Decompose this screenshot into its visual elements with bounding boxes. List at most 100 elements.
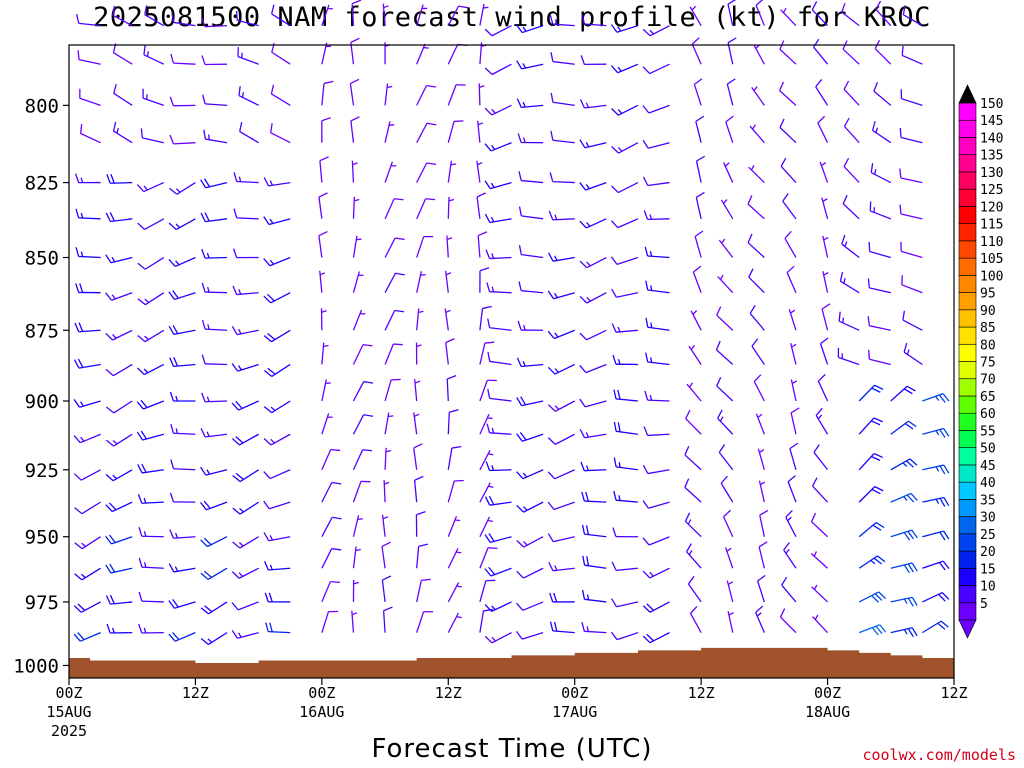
wind-barb	[727, 610, 734, 633]
wind-barb	[858, 486, 884, 503]
wind-barb	[352, 546, 361, 569]
colorbar-segment	[958, 154, 977, 173]
wind-barb	[718, 238, 734, 258]
wind-barb	[642, 176, 670, 187]
wind-barb	[74, 173, 101, 184]
wind-barb	[858, 624, 887, 636]
wind-barb	[446, 374, 457, 402]
wind-barb	[720, 475, 734, 503]
wind-barb	[203, 129, 228, 144]
wind-barb	[352, 309, 366, 331]
colorbar-segment	[958, 223, 977, 242]
wind-barb	[726, 78, 736, 106]
wind-barb	[689, 605, 702, 633]
x-tick-date: 17AUG	[552, 703, 597, 721]
wind-barb	[200, 601, 228, 615]
colorbar-segment	[958, 447, 977, 466]
wind-barb	[890, 529, 918, 541]
wind-barb	[352, 480, 371, 503]
wind-barb	[922, 530, 950, 541]
wind-barb	[168, 218, 196, 231]
wind-barb	[789, 442, 799, 470]
wind-barb	[516, 60, 544, 70]
wind-barb	[902, 5, 923, 27]
colorbar-segment	[958, 309, 977, 328]
wind-barb	[725, 115, 734, 143]
wind-barb	[644, 390, 670, 402]
wind-barb	[112, 121, 133, 144]
wind-barb	[321, 4, 333, 26]
speed-colorbar: 1501451401351301251201151101051009590858…	[958, 84, 1003, 639]
wind-barb	[516, 98, 544, 108]
wind-barb	[105, 363, 133, 377]
wind-barb	[643, 210, 670, 221]
x-axis-label: Forecast Time (UTC)	[371, 734, 653, 764]
wind-barb	[382, 3, 389, 26]
wind-barb	[447, 548, 462, 569]
terrain-layer	[69, 647, 954, 678]
wind-barb	[643, 426, 670, 437]
wind-barb	[271, 42, 291, 65]
wind-barb	[549, 172, 575, 184]
wind-barb	[694, 230, 704, 258]
wind-barb	[547, 433, 576, 445]
wind-barb	[890, 420, 917, 435]
wind-barb	[351, 610, 358, 633]
colorbar-segment	[958, 567, 977, 586]
wind-barb	[169, 96, 196, 107]
wind-barb	[74, 501, 101, 515]
wind-barb	[476, 192, 486, 219]
x-tick-label: 00Z	[814, 684, 841, 702]
colorbar-label: 15	[980, 562, 996, 577]
wind-barb	[684, 445, 702, 471]
colorbar-segment	[958, 102, 977, 121]
x-tick-date: 18AUG	[805, 703, 850, 721]
wind-barb	[899, 204, 923, 220]
wind-barb	[142, 88, 165, 106]
wind-barb	[170, 53, 196, 65]
wind-barb	[447, 516, 461, 537]
wind-barb	[518, 206, 544, 220]
credit-link[interactable]: coolwx.com/models	[862, 746, 1016, 764]
colorbar-segment	[958, 343, 977, 362]
wind-barb	[201, 282, 228, 294]
chart-title: 2025081500 NAM forecast wind profile (kt…	[93, 2, 931, 33]
wind-barb	[518, 171, 544, 184]
wind-barb	[642, 25, 670, 37]
wind-barb	[479, 267, 490, 293]
wind-barb	[231, 326, 259, 336]
wind-barb	[105, 254, 133, 264]
wind-barb	[717, 274, 734, 294]
wind-barb	[780, 7, 797, 27]
wind-barb	[444, 308, 451, 331]
colorbar-label: 125	[980, 183, 1003, 198]
wind-barb	[318, 230, 328, 258]
wind-barb	[922, 464, 950, 475]
wind-barb	[645, 280, 670, 294]
wind-barb	[137, 292, 165, 306]
wind-barb	[73, 433, 101, 444]
wind-barb	[755, 0, 765, 26]
wind-barb	[579, 429, 607, 439]
wind-barb	[74, 536, 101, 550]
wind-barb	[811, 584, 829, 603]
wind-barb	[447, 43, 468, 65]
wind-barb	[749, 124, 765, 144]
wind-barb	[779, 40, 797, 65]
wind-barb	[321, 117, 331, 143]
x-tick-label: 12Z	[688, 684, 715, 702]
colorbar-segment	[958, 412, 977, 431]
wind-barb	[579, 181, 607, 191]
colorbar-segment	[958, 206, 977, 224]
wind-barb	[867, 316, 891, 331]
wind-barb	[136, 181, 165, 193]
wind-barb	[516, 431, 544, 442]
wind-barb	[479, 379, 497, 402]
wind-barb	[263, 532, 291, 542]
wind-barb	[264, 561, 291, 571]
wind-barb	[232, 248, 259, 259]
wind-barb	[231, 363, 259, 372]
wind-barb	[318, 192, 328, 219]
wind-barb	[723, 162, 734, 183]
